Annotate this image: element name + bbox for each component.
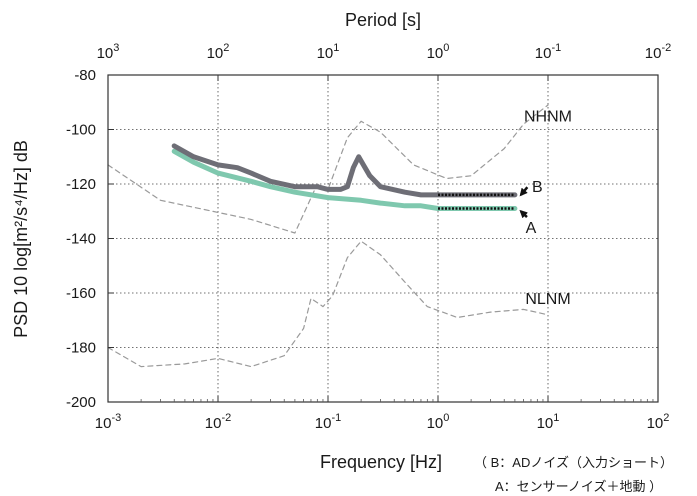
x-tick-label: 100 (427, 412, 450, 432)
annotation-a: A (526, 220, 537, 237)
period-tick-label: 10-1 (535, 42, 561, 62)
y-tick-label: -180 (66, 340, 96, 357)
grid-lines (108, 75, 658, 402)
y-tick-label: -100 (66, 122, 96, 139)
x-tick-label: 101 (537, 412, 560, 432)
annotation-layer: NHNM NLNM B A (519, 108, 572, 308)
annotation-b: B (532, 179, 543, 196)
annotation-nlnm: NLNM (525, 291, 570, 308)
series-line-nhnm (107, 104, 549, 234)
y-tick-label: -200 (66, 394, 96, 411)
period-axis-label: Period [s] (345, 10, 421, 30)
x-tick-label: 102 (647, 412, 670, 432)
x-tick-label: 10-1 (315, 412, 341, 432)
x-tick-label: 10-2 (205, 412, 231, 432)
tick-layer: 10-3 103 10-2 102 10-1 101 100 100 101 10-1 102 10-… (66, 42, 671, 432)
period-tick-label: 10-2 (645, 42, 671, 62)
plot-background (108, 75, 658, 402)
legend-note-b: （ B：ADノイズ（入力ショート） (474, 455, 673, 470)
period-tick-label: 102 (207, 42, 230, 62)
x-axis-label: Frequency [Hz] (320, 452, 442, 472)
period-tick-label: 100 (427, 42, 450, 62)
legend-note-a: A：センサーノイズ＋地動 ） (495, 479, 662, 494)
y-tick-label: -140 (66, 231, 96, 248)
y-tick-label: -160 (66, 285, 96, 302)
y-tick-label: -120 (66, 176, 96, 193)
y-axis-label: PSD 10 log[m²/s⁴/Hz] dB (11, 140, 31, 338)
x-tick-label: 10-3 (95, 412, 121, 432)
y-tick-label: -80 (74, 67, 96, 84)
period-tick-label: 101 (317, 42, 340, 62)
annotation-arrow-a (519, 209, 528, 219)
period-tick-label: 103 (97, 42, 120, 62)
annotation-nhnm: NHNM (524, 108, 572, 125)
series-layer (107, 104, 549, 368)
annotation-arrow-b (519, 186, 529, 197)
